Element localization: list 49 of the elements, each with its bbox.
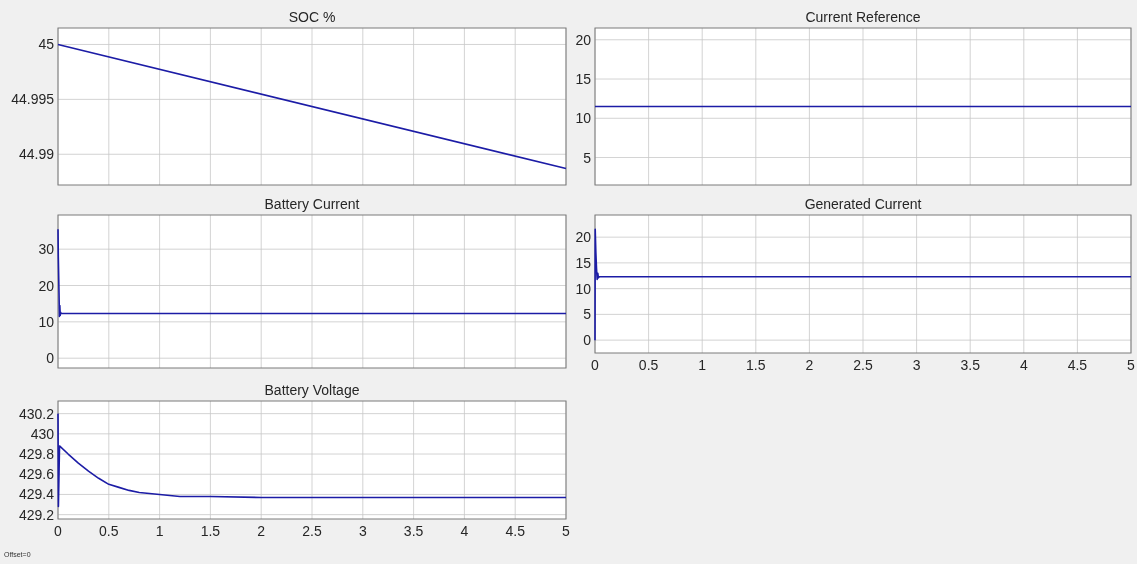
x-tick-label: 4 xyxy=(1019,357,1028,373)
y-tick-label: 429.6 xyxy=(18,466,55,483)
x-tick-label: 5 xyxy=(562,523,571,539)
chart-title: Generated Current xyxy=(804,196,922,212)
chart-title: SOC % xyxy=(288,9,336,25)
y-tick-label: 30 xyxy=(38,241,55,258)
y-tick-label: 10 xyxy=(575,280,592,297)
chart-title: Battery Voltage xyxy=(264,382,360,398)
y-tick-label: 430 xyxy=(30,425,55,442)
chart-title: Current Reference xyxy=(805,9,921,25)
x-tick-label: 0.5 xyxy=(638,357,659,373)
x-tick-label: 5 xyxy=(1127,357,1136,373)
y-tick-label: 430.2 xyxy=(18,405,55,422)
y-tick-label: 15 xyxy=(575,254,592,271)
y-tick-label: 5 xyxy=(583,306,592,323)
x-tick-label: 3.5 xyxy=(403,523,424,539)
y-tick-label: 5 xyxy=(583,149,592,166)
line-series xyxy=(57,412,567,508)
y-tick-label: 429.4 xyxy=(18,486,55,503)
y-tick-label: 429.8 xyxy=(18,446,55,463)
y-tick-label: 44.99 xyxy=(18,146,55,163)
y-tick-label: 429.2 xyxy=(18,506,55,523)
y-tick-label: 10 xyxy=(38,313,55,330)
x-tick-label: 0.5 xyxy=(99,523,119,539)
line-series xyxy=(594,228,1132,341)
x-tick-label: 4 xyxy=(460,523,469,539)
y-tick-label: 20 xyxy=(38,277,55,294)
line-series xyxy=(57,228,567,318)
y-tick-label: 0 xyxy=(583,332,592,349)
x-tick-label: 2.5 xyxy=(302,523,322,539)
x-tick-label: 1.5 xyxy=(746,357,766,373)
x-tick-label: 3 xyxy=(358,523,367,539)
y-tick-label: 20 xyxy=(575,229,592,246)
x-tick-label: 4.5 xyxy=(505,523,526,539)
y-tick-label: 10 xyxy=(575,110,592,127)
x-tick-label: 1.5 xyxy=(200,523,221,539)
y-tick-label: 15 xyxy=(575,71,592,88)
x-tick-label: 2 xyxy=(257,523,266,539)
y-tick-label: 45 xyxy=(38,36,55,53)
y-tick-label: 20 xyxy=(575,31,592,48)
x-tick-label: 4.5 xyxy=(1067,357,1088,373)
x-tick-label: 3.5 xyxy=(960,357,981,373)
x-tick-label: 1 xyxy=(155,523,164,539)
y-tick-label: 44.995 xyxy=(11,91,55,108)
x-tick-label: 2 xyxy=(805,357,814,373)
chart-title: Battery Current xyxy=(264,196,360,212)
x-tick-label: 3 xyxy=(912,357,921,373)
x-tick-label: 1 xyxy=(698,357,707,373)
x-tick-label: 2.5 xyxy=(853,357,873,373)
